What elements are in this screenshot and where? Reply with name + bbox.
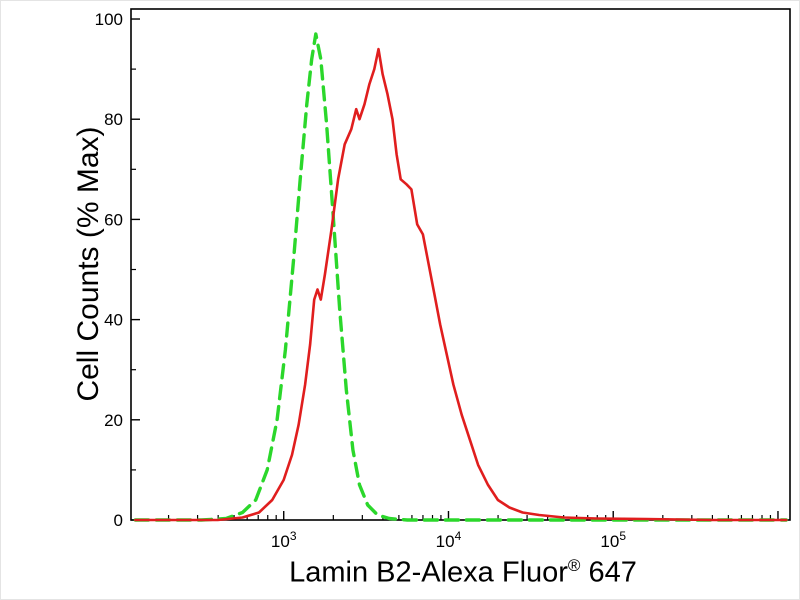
y-tick-label: 60 xyxy=(104,210,123,229)
x-tick-label: 104 xyxy=(436,529,462,551)
registered-trademark-symbol: ® xyxy=(567,555,581,575)
y-tick-label: 0 xyxy=(114,511,123,530)
y-tick-label: 100 xyxy=(95,10,123,29)
x-axis-label-main: Lamin B2-Alexa Fluor xyxy=(289,556,568,589)
x-tick-label: 105 xyxy=(600,529,626,551)
plot-border xyxy=(130,8,791,521)
x-axis-label: Lamin B2-Alexa Fluor® 647 xyxy=(289,557,637,590)
y-tick-label: 80 xyxy=(104,110,123,129)
series-curve-lamin-b2 xyxy=(134,47,788,522)
y-tick-label: 40 xyxy=(104,311,123,330)
x-axis-label-tail: 647 xyxy=(580,556,637,589)
series-curve-control xyxy=(133,32,788,522)
y-axis-label: Cell Counts (% Max) xyxy=(72,126,105,402)
y-tick-label: 20 xyxy=(104,411,123,430)
x-tick-label: 103 xyxy=(271,529,297,551)
